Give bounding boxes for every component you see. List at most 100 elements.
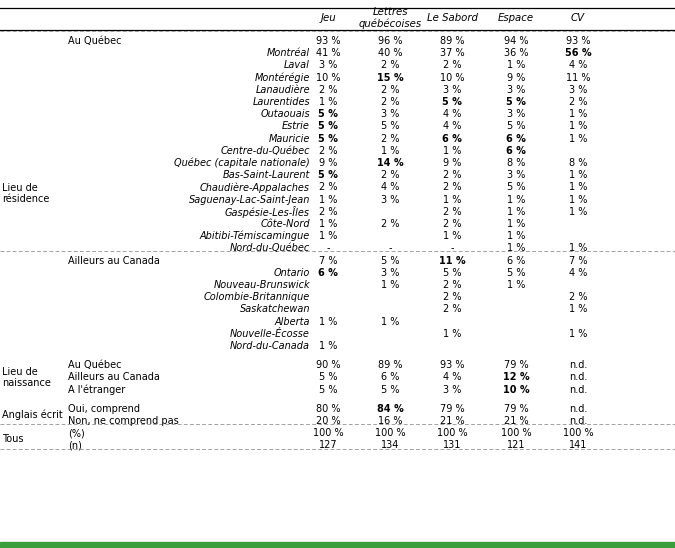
Text: 5 %: 5 % <box>443 268 461 278</box>
Text: (n): (n) <box>68 441 82 450</box>
Text: 5 %: 5 % <box>507 268 525 278</box>
Text: A l'étranger: A l'étranger <box>68 384 126 395</box>
Text: Côte-Nord: Côte-Nord <box>261 219 310 229</box>
Text: 5 %: 5 % <box>318 122 338 132</box>
Text: 5 %: 5 % <box>381 385 399 395</box>
Text: 2 %: 2 % <box>569 292 587 302</box>
Text: 100 %: 100 % <box>437 428 467 438</box>
Text: 2 %: 2 % <box>381 97 399 107</box>
Text: 2 %: 2 % <box>381 85 399 95</box>
Text: Le Sabord: Le Sabord <box>427 13 477 23</box>
Text: Chaudière-Appalaches: Chaudière-Appalaches <box>200 182 310 193</box>
Text: 1 %: 1 % <box>569 109 587 119</box>
Text: 1 %: 1 % <box>443 329 461 339</box>
Text: 1 %: 1 % <box>507 207 525 217</box>
Text: 9 %: 9 % <box>443 158 461 168</box>
Text: 37 %: 37 % <box>439 48 464 58</box>
Text: 9 %: 9 % <box>319 158 338 168</box>
Text: Ailleurs au Canada: Ailleurs au Canada <box>68 255 160 266</box>
Text: Québec (capitale nationale): Québec (capitale nationale) <box>174 158 310 168</box>
Text: 56 %: 56 % <box>565 48 591 58</box>
Text: 3 %: 3 % <box>569 85 587 95</box>
Text: 10 %: 10 % <box>503 385 529 395</box>
Text: 3 %: 3 % <box>381 268 399 278</box>
Text: 36 %: 36 % <box>504 48 529 58</box>
Text: 2 %: 2 % <box>569 97 587 107</box>
Text: 89 %: 89 % <box>439 36 464 46</box>
Text: 2 %: 2 % <box>443 207 461 217</box>
Text: 141: 141 <box>569 441 587 450</box>
Text: 4 %: 4 % <box>443 122 461 132</box>
Text: Nouveau-Brunswick: Nouveau-Brunswick <box>213 280 310 290</box>
Text: Espace: Espace <box>498 13 534 23</box>
Text: 10 %: 10 % <box>439 72 464 83</box>
Text: 5 %: 5 % <box>506 97 526 107</box>
Text: 1 %: 1 % <box>569 182 587 192</box>
Text: 93 %: 93 % <box>316 36 340 46</box>
Text: 6 %: 6 % <box>381 373 399 383</box>
Text: 1 %: 1 % <box>319 97 338 107</box>
Text: 5 %: 5 % <box>319 385 338 395</box>
Text: 2 %: 2 % <box>319 207 338 217</box>
Text: 6 %: 6 % <box>507 255 525 266</box>
Text: Lieu de
résidence: Lieu de résidence <box>2 182 49 204</box>
Text: 8 %: 8 % <box>507 158 525 168</box>
Text: 2 %: 2 % <box>443 304 461 315</box>
Text: 90 %: 90 % <box>316 360 340 370</box>
Text: Gaspésie-Les-Îles: Gaspésie-Les-Îles <box>225 206 310 218</box>
Text: 96 %: 96 % <box>378 36 402 46</box>
Text: 79 %: 79 % <box>504 360 529 370</box>
Text: Jeu: Jeu <box>320 13 336 23</box>
Text: 2 %: 2 % <box>319 85 338 95</box>
Text: 1 %: 1 % <box>319 341 338 351</box>
Text: 100 %: 100 % <box>501 428 531 438</box>
Text: 100 %: 100 % <box>375 428 405 438</box>
Text: 1 %: 1 % <box>443 195 461 204</box>
Text: 7 %: 7 % <box>569 255 587 266</box>
Text: 14 %: 14 % <box>377 158 403 168</box>
Text: 2 %: 2 % <box>443 182 461 192</box>
Text: 2 %: 2 % <box>443 280 461 290</box>
Text: 4 %: 4 % <box>381 182 399 192</box>
Text: 79 %: 79 % <box>439 404 464 414</box>
Text: 1 %: 1 % <box>319 317 338 327</box>
Text: Laurentides: Laurentides <box>252 97 310 107</box>
Text: 12 %: 12 % <box>503 373 529 383</box>
Text: 4 %: 4 % <box>443 373 461 383</box>
Text: 3 %: 3 % <box>507 85 525 95</box>
Text: 5 %: 5 % <box>318 109 338 119</box>
Text: 100 %: 100 % <box>563 428 593 438</box>
Text: Colombie-Britannique: Colombie-Britannique <box>204 292 310 302</box>
Text: 1 %: 1 % <box>507 219 525 229</box>
Text: 80 %: 80 % <box>316 404 340 414</box>
Text: 94 %: 94 % <box>504 36 529 46</box>
Text: 1 %: 1 % <box>507 231 525 241</box>
Text: Montréal: Montréal <box>267 48 310 58</box>
Text: 3 %: 3 % <box>381 109 399 119</box>
Text: 2 %: 2 % <box>381 134 399 144</box>
Text: 7 %: 7 % <box>319 255 338 266</box>
Text: 5 %: 5 % <box>319 373 338 383</box>
Text: 6 %: 6 % <box>506 134 526 144</box>
Text: 2 %: 2 % <box>443 170 461 180</box>
Text: 84 %: 84 % <box>377 404 404 414</box>
Text: (%): (%) <box>68 428 85 438</box>
Text: n.d.: n.d. <box>569 360 587 370</box>
Text: Au Québec: Au Québec <box>68 360 122 370</box>
Text: 89 %: 89 % <box>378 360 402 370</box>
Text: Mauricie: Mauricie <box>269 134 310 144</box>
Text: Saguenay-Lac-Saint-Jean: Saguenay-Lac-Saint-Jean <box>188 195 310 204</box>
Text: Nord-du-Canada: Nord-du-Canada <box>230 341 310 351</box>
Text: 15 %: 15 % <box>377 72 403 83</box>
Text: -: - <box>388 243 391 253</box>
Text: 6 %: 6 % <box>318 268 338 278</box>
Text: Non, ne comprend pas: Non, ne comprend pas <box>68 416 179 426</box>
Text: 40 %: 40 % <box>378 48 402 58</box>
Text: 1 %: 1 % <box>569 134 587 144</box>
Text: 5 %: 5 % <box>507 122 525 132</box>
Text: 2 %: 2 % <box>319 146 338 156</box>
Text: 20 %: 20 % <box>316 416 340 426</box>
Text: 1 %: 1 % <box>319 219 338 229</box>
Text: Lieu de
naissance: Lieu de naissance <box>2 367 51 388</box>
Text: 1 %: 1 % <box>319 231 338 241</box>
